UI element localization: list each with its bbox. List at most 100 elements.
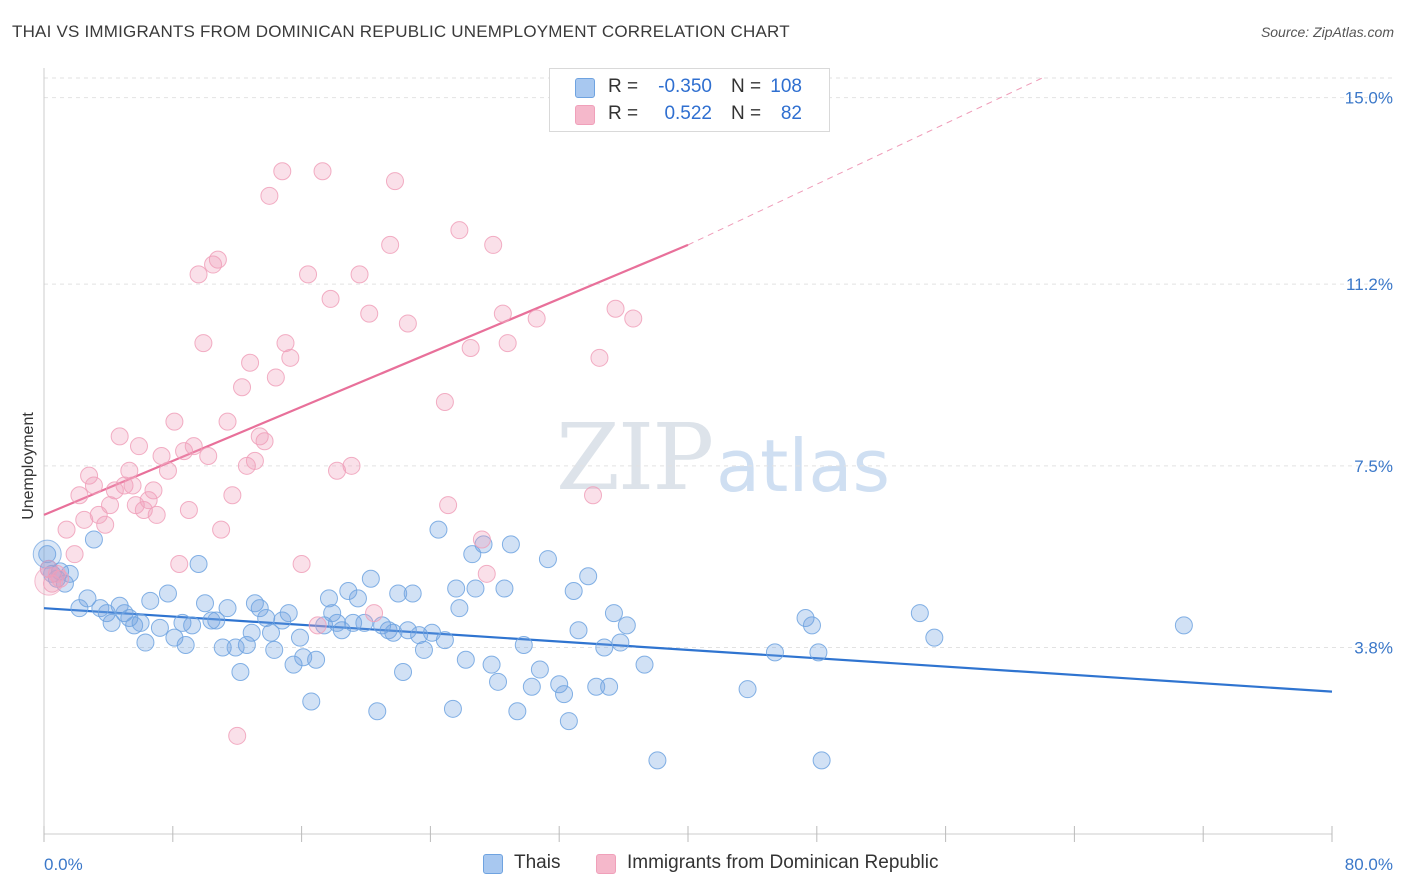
point-thais xyxy=(176,636,195,654)
point-thais xyxy=(925,628,944,647)
point-thais xyxy=(279,604,298,623)
point-thais xyxy=(115,604,134,623)
point-dominican xyxy=(584,486,603,505)
legend-row-dominican: R = 0.522 N = 82 xyxy=(550,101,829,127)
axes xyxy=(43,68,1333,842)
point-dominican xyxy=(170,555,189,573)
point-thais xyxy=(569,621,588,640)
point-thais xyxy=(600,677,619,696)
point-dominican xyxy=(328,461,347,480)
point-thais xyxy=(595,638,614,657)
chart-title: THAI VS IMMIGRANTS FROM DOMINICAN REPUBL… xyxy=(12,22,790,41)
point-dominican xyxy=(51,569,70,588)
point-thais xyxy=(262,623,281,642)
point-thais xyxy=(141,591,160,610)
point-thais xyxy=(765,643,784,662)
x-tick-label-max: 80.0% xyxy=(1345,855,1393,874)
source-label: Source: ZipAtlas.com xyxy=(1260,24,1394,40)
point-dominican xyxy=(255,432,274,451)
point-thais xyxy=(414,640,433,659)
point-dominican xyxy=(147,505,166,524)
point-dominican xyxy=(57,520,76,539)
point-thais xyxy=(429,520,448,539)
point-thais xyxy=(495,579,514,598)
point-thais xyxy=(196,594,214,613)
point-thais xyxy=(323,604,342,623)
point-thais xyxy=(910,604,929,623)
point-dominican xyxy=(144,481,163,500)
point-dominican xyxy=(493,304,512,323)
legend-r-label: R = xyxy=(608,103,639,124)
legend-r-value: 0.522 xyxy=(664,103,712,124)
legend-r-value: -0.350 xyxy=(658,76,712,97)
point-thais xyxy=(611,633,630,652)
point-thais xyxy=(84,530,103,549)
point-thais xyxy=(812,751,831,770)
point-thais xyxy=(302,692,321,711)
legend-swatch-thais xyxy=(575,78,595,98)
point-thais xyxy=(604,604,623,623)
point-thais xyxy=(379,621,398,640)
point-thais-large xyxy=(32,539,62,569)
y-tick-label: 7.5% xyxy=(1354,457,1393,476)
point-thais xyxy=(501,535,520,554)
point-dominican xyxy=(233,378,252,397)
legend-n-label: N = xyxy=(731,76,762,97)
point-thais xyxy=(394,663,413,681)
y-axis-title: Unemployment xyxy=(20,412,37,520)
point-thais xyxy=(189,555,208,573)
point-thais xyxy=(339,582,358,600)
point-thais xyxy=(218,599,237,618)
x-tick-label-min: 0.0% xyxy=(44,855,83,874)
point-thais xyxy=(348,589,367,608)
point-thais xyxy=(522,677,541,696)
point-thais xyxy=(648,751,667,770)
point-dominican xyxy=(484,235,503,254)
point-thais xyxy=(538,550,557,569)
point-thais xyxy=(213,638,232,657)
point-dominican xyxy=(241,353,260,372)
point-dominican xyxy=(624,309,643,328)
point-dominican xyxy=(477,564,496,583)
point-dominican xyxy=(260,186,279,205)
point-thais xyxy=(78,589,97,608)
point-thais xyxy=(635,655,654,674)
point-thais xyxy=(398,621,417,640)
legend-n-value: 108 xyxy=(770,76,802,97)
point-thais xyxy=(307,650,326,669)
point-dominican xyxy=(266,368,285,387)
legend-n-value: 82 xyxy=(780,103,802,124)
point-thais xyxy=(384,623,403,642)
point-dominican xyxy=(194,334,213,353)
point-thais xyxy=(559,712,578,731)
point-thais xyxy=(403,584,422,603)
point-dominican xyxy=(381,235,400,254)
point-thais xyxy=(355,613,374,632)
point-dominican xyxy=(245,451,264,470)
point-dominican xyxy=(84,476,103,495)
point-dominican xyxy=(65,545,84,564)
point-thais xyxy=(802,616,821,635)
point-dominican xyxy=(590,348,609,367)
point-dominican xyxy=(313,162,332,181)
data-points xyxy=(32,162,1193,770)
point-dominican xyxy=(80,466,99,485)
point-dominican xyxy=(139,491,158,510)
point-thais xyxy=(183,616,202,635)
point-dominican xyxy=(101,496,120,515)
point-thais xyxy=(150,618,169,637)
y-tick-label: 11.2% xyxy=(1346,275,1393,294)
legend-r-label: R = xyxy=(608,76,639,97)
point-thais xyxy=(738,680,757,699)
point-thais xyxy=(447,579,466,598)
point-dominican xyxy=(105,481,124,500)
point-dominican xyxy=(199,447,218,465)
point-dominican xyxy=(439,496,458,515)
point-dominican xyxy=(189,265,208,284)
point-thais xyxy=(587,677,606,696)
point-thais xyxy=(207,611,226,630)
point-dominican-large xyxy=(34,566,64,596)
point-thais xyxy=(482,655,501,674)
y-tick-label: 15.0% xyxy=(1345,89,1393,108)
